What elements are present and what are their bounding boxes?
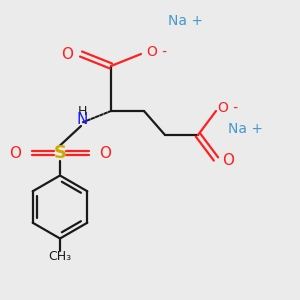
Text: CH₃: CH₃ xyxy=(48,250,72,263)
Text: Na +: Na + xyxy=(169,14,203,28)
Text: O: O xyxy=(99,146,111,160)
Text: H: H xyxy=(78,105,87,118)
Text: O -: O - xyxy=(147,46,168,59)
Text: Na +: Na + xyxy=(229,122,263,136)
Text: O -: O - xyxy=(218,101,238,115)
Text: O: O xyxy=(222,153,234,168)
Text: O: O xyxy=(61,46,74,62)
Text: S: S xyxy=(53,144,67,162)
Text: N: N xyxy=(77,112,88,127)
Text: O: O xyxy=(9,146,21,160)
